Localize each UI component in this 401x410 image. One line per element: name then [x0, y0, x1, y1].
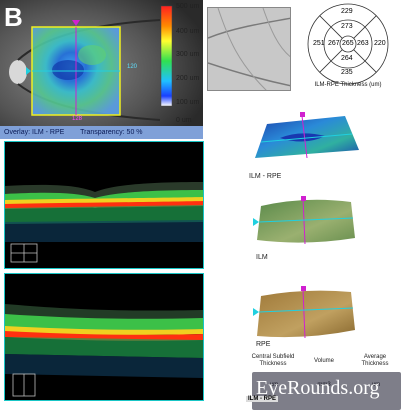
map3d-rpe[interactable] [245, 282, 363, 344]
map3d-ilm[interactable] [245, 188, 363, 252]
fundus-overlay-panel[interactable]: 120 128 B Overlay: ILM - RPE Transparenc… [0, 0, 203, 139]
small-fundus-drawing [208, 8, 290, 90]
scale-label-400: 400 um [176, 28, 200, 35]
map3d-rpe-drawing [253, 286, 355, 339]
bscan-vertical-image [5, 274, 203, 400]
etdrs-inner-superior: 273 [341, 23, 353, 30]
panel-letter: B [4, 2, 23, 32]
scale-label-0: 0 um [176, 117, 192, 124]
etdrs-center: 265 [342, 40, 354, 47]
etdrs-outer-right: 220 [374, 40, 386, 47]
table-row-label: ILM - RPE [246, 396, 278, 402]
etdrs-outer-left: 251 [313, 40, 325, 47]
etdrs-inner-left: 267 [328, 40, 340, 47]
scale-label-100: 100 um [176, 99, 200, 106]
table-header-average-thickness: Average Thickness [361, 354, 389, 367]
watermark-text: EyeRounds.org [256, 377, 380, 399]
etdrs-grid-drawing [307, 3, 389, 85]
scale-label-500: 500 um [176, 3, 200, 10]
etdrs-caption: ILM-RPE Thickness (um) [314, 82, 382, 88]
etdrs-outer-superior: 229 [341, 8, 353, 15]
map3d-ilm-rpe-label: ILM - RPE [249, 173, 282, 180]
transparency-label[interactable]: Transparency: 50 % [80, 129, 143, 136]
etdrs-thickness-grid: 229 273 251 267 265 263 220 264 235 [296, 0, 401, 100]
fundus-overlay-image [0, 0, 203, 139]
y-marker-label: 128 [72, 116, 83, 122]
table-header-volume: Volume [313, 358, 334, 364]
map3d-ilm-label: ILM [256, 254, 268, 261]
map3d-ilm-rpe[interactable] [245, 110, 363, 172]
etdrs-outer-inferior: 235 [341, 69, 353, 76]
map3d-ilm-rpe-drawing [255, 112, 359, 159]
overlay-settings-bar[interactable]: Overlay: ILM - RPE Transparency: 50 % [0, 126, 203, 139]
table-header-central-subfield: Central Subfield Thickness [251, 354, 295, 367]
map3d-ilm-drawing [253, 196, 355, 245]
bscan-horizontal-image [5, 142, 203, 268]
etdrs-inner-inferior: 264 [341, 55, 353, 62]
bscan-horizontal[interactable] [4, 141, 204, 269]
scale-label-300: 300 um [176, 51, 200, 58]
bscan-vertical[interactable] [4, 273, 204, 401]
x-marker-label: 120 [127, 64, 138, 70]
small-fundus-image[interactable] [207, 7, 291, 91]
etdrs-inner-right: 263 [357, 40, 369, 47]
watermark-backdrop [252, 372, 401, 410]
scale-label-200: 200 um [176, 75, 200, 82]
overlay-mode-label[interactable]: Overlay: ILM - RPE [4, 129, 65, 136]
map3d-rpe-label: RPE [256, 341, 271, 348]
